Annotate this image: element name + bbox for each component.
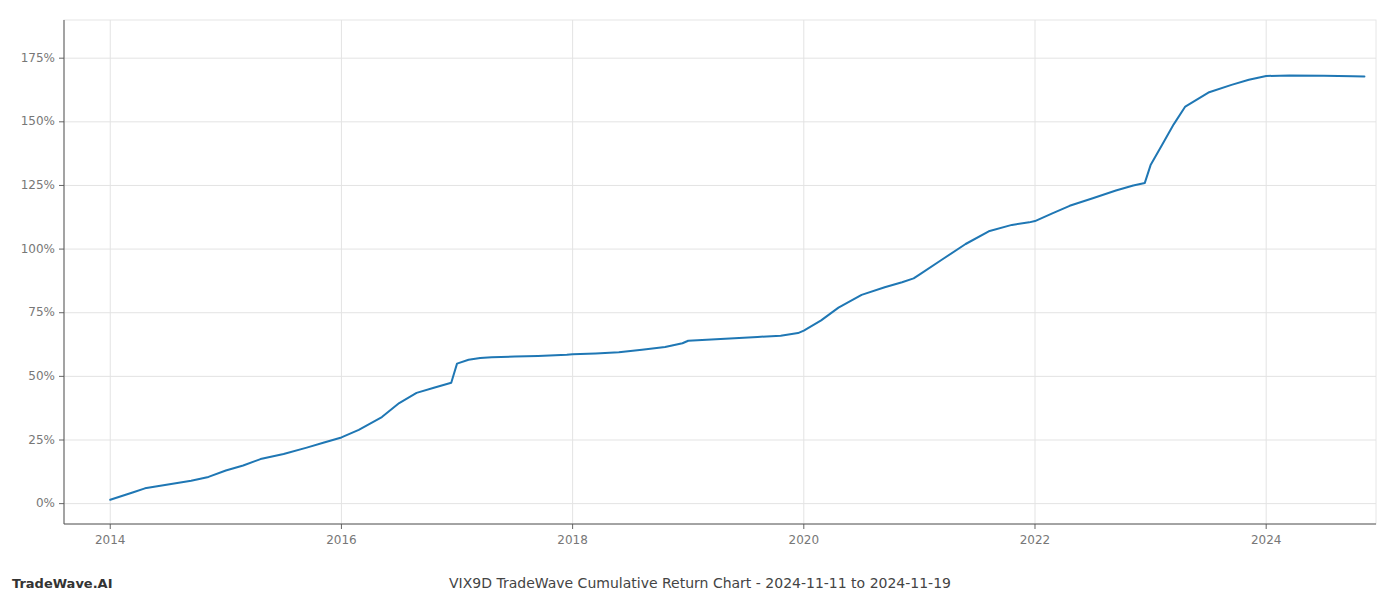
y-grid-line: [64, 121, 1376, 122]
y-grid-line: [64, 58, 1376, 59]
y-tick: [59, 185, 64, 186]
x-tick-label: 2016: [326, 533, 357, 547]
y-tick: [59, 376, 64, 377]
y-tick-label: 75%: [28, 305, 55, 319]
y-tick: [59, 312, 64, 313]
x-grid-line: [341, 20, 342, 524]
y-grid-line: [64, 249, 1376, 250]
line: [110, 75, 1364, 499]
y-grid-line: [64, 440, 1376, 441]
x-grid-line: [1034, 20, 1035, 524]
y-tick: [59, 121, 64, 122]
y-grid-line: [64, 185, 1376, 186]
x-tick: [1266, 524, 1267, 529]
x-tick: [341, 524, 342, 529]
y-tick: [59, 503, 64, 504]
x-tick: [803, 524, 804, 529]
y-tick-label: 25%: [28, 433, 55, 447]
x-tick: [110, 524, 111, 529]
x-axis-line: [64, 524, 1376, 525]
title: VIX9D TradeWave Cumulative Return Chart …: [449, 575, 951, 591]
y-grid-line: [64, 312, 1376, 313]
x-tick: [572, 524, 573, 529]
x-grid-line: [110, 20, 111, 524]
grid: [64, 20, 1376, 524]
y-grid-line: [64, 376, 1376, 377]
x-tick-label: 2024: [1251, 533, 1282, 547]
y-tick-label: 0%: [36, 496, 55, 510]
x-tick-label: 2014: [95, 533, 126, 547]
x-tick: [1034, 524, 1035, 529]
chart: 0% 25% 50% 75% 100% 125% 150% 175% 2014 2016 2018 2…: [0, 0, 1400, 600]
y-axis-line: [64, 20, 65, 524]
x-grid-line: [803, 20, 804, 524]
y-tick: [59, 249, 64, 250]
x-grid-line: [572, 20, 573, 524]
y-tick-label: 125%: [21, 178, 55, 192]
y-tick-label: 150%: [21, 114, 55, 128]
x-grid-line: [1266, 20, 1267, 524]
y-tick: [59, 440, 64, 441]
y-tick-label: 50%: [28, 369, 55, 383]
y-tick: [59, 58, 64, 59]
x-tick-label: 2022: [1020, 533, 1051, 547]
axes: 0% 25% 50% 75% 100% 125% 150% 175% 2014 2016 2018 2…: [21, 20, 1376, 547]
y-tick-label: 100%: [21, 242, 55, 256]
x-tick-label: 2020: [789, 533, 820, 547]
series-group: [110, 75, 1364, 499]
plot-frame: [64, 20, 1376, 524]
x-tick-label: 2018: [557, 533, 588, 547]
y-tick-label: 175%: [21, 51, 55, 65]
y-grid-line: [64, 503, 1376, 504]
watermark: TradeWave.AI: [12, 576, 113, 591]
